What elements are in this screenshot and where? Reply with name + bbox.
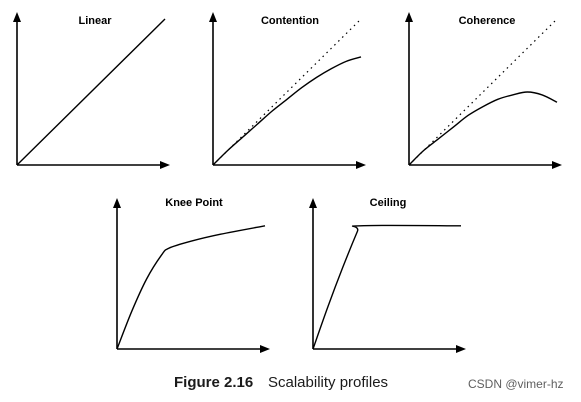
- y-axis-arrowhead: [405, 12, 413, 22]
- panel-title: Linear: [78, 15, 112, 27]
- y-axis-arrowhead: [13, 12, 21, 22]
- x-axis-arrowhead: [456, 345, 466, 353]
- y-axis-arrowhead: [209, 12, 217, 22]
- x-axis-arrowhead: [356, 161, 366, 169]
- panel-ceiling: Ceiling: [309, 197, 466, 353]
- panel-title: Coherence: [459, 15, 516, 27]
- panel-coherence: Coherence: [405, 12, 562, 169]
- figure-caption: Scalability profiles: [268, 374, 389, 391]
- figure-label: Figure 2.16: [174, 374, 254, 391]
- watermark: CSDN @vimer-hz: [468, 377, 564, 391]
- throughput-curve: [408, 91, 558, 166]
- panel-title: Knee Point: [165, 197, 223, 209]
- throughput-curve: [312, 224, 462, 350]
- panel-knee-point: Knee Point: [113, 197, 270, 353]
- panel-contention: Contention: [209, 12, 366, 169]
- panel-title: Ceiling: [370, 197, 407, 209]
- linear-reference-line: [408, 18, 558, 166]
- y-axis-arrowhead: [309, 198, 317, 208]
- panel-title: Contention: [261, 15, 319, 27]
- x-axis-arrowhead: [552, 161, 562, 169]
- throughput-curve: [116, 225, 266, 350]
- x-axis-arrowhead: [260, 345, 270, 353]
- panel-linear: Linear: [13, 12, 170, 169]
- y-axis-arrowhead: [113, 198, 121, 208]
- throughput-curve: [16, 18, 166, 166]
- x-axis-arrowhead: [160, 161, 170, 169]
- throughput-curve: [212, 56, 362, 166]
